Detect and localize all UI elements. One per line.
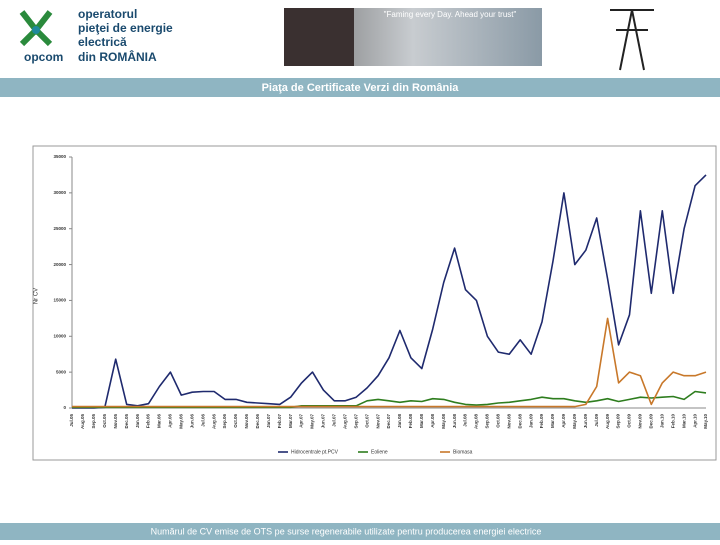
x-tick-label: Apr.08	[430, 414, 435, 428]
y-tick-label: 35000	[53, 154, 66, 159]
x-tick-label: May.10	[703, 414, 708, 429]
x-tick-label: Feb.06	[146, 414, 151, 429]
x-tick-label: Jun.08	[452, 414, 457, 429]
x-tick-label: Sep.06	[222, 414, 227, 429]
x-tick-label: Jul.05	[69, 414, 74, 427]
x-tick-label: Aug.06	[211, 414, 216, 430]
x-tick-label: Jan.09	[528, 414, 533, 429]
x-tick-label: Mar.09	[550, 414, 555, 429]
x-tick-label: Aug.05	[80, 414, 85, 430]
pylon-figure	[610, 9, 654, 71]
x-tick-label: May.07	[310, 414, 315, 429]
x-tick-label: Oct.06	[233, 414, 238, 428]
x-tick-label: May.09	[572, 414, 577, 429]
y-axis-label: Nr CV	[34, 288, 40, 304]
series-line	[72, 174, 707, 409]
x-tick-label: Jan.10	[659, 414, 664, 429]
x-tick-label: Feb.07	[277, 414, 282, 429]
y-tick-label: 10000	[53, 333, 66, 338]
x-tick-label: Oct.07	[364, 414, 369, 428]
x-tick-label: Nov.09	[638, 414, 643, 429]
banner-photo	[284, 8, 354, 66]
x-tick-label: Sep.09	[616, 414, 621, 429]
logo-dot	[32, 26, 40, 34]
x-tick-label: Mar.08	[419, 414, 424, 429]
x-tick-label: Mar.06	[157, 414, 162, 429]
x-tick-label: Jul.09	[594, 414, 599, 427]
y-tick-label: 25000	[53, 226, 66, 231]
x-tick-label: May.06	[178, 414, 183, 429]
x-tick-label: Jan.07	[266, 414, 271, 429]
x-tick-label: Feb.10	[670, 414, 675, 429]
x-tick-label: Sep.07	[353, 414, 358, 429]
x-tick-label: Dec.06	[255, 414, 260, 429]
logo-line: pieţei de energie	[78, 21, 173, 35]
x-tick-label: Oct.05	[102, 414, 107, 428]
x-tick-label: Sep.05	[91, 414, 96, 429]
logo	[19, 10, 53, 47]
y-tick-label: 30000	[53, 190, 66, 195]
x-tick-label: Nov.06	[244, 414, 249, 429]
x-tick-label: Oct.09	[627, 414, 632, 428]
logo-line: din ROMÂNIA	[78, 49, 157, 64]
plot: 0 5000 10000 15000 20000 25000 30000 35000 Jul.0…	[53, 154, 708, 455]
logo-line: operatorul	[78, 7, 137, 21]
x-tick-label: Jan.06	[135, 414, 140, 429]
x-tick-label: Dec.07	[386, 414, 391, 429]
slide-title: Piaţa de Certificate Verzi din România	[262, 82, 460, 94]
y-tick-label: 20000	[53, 262, 66, 267]
x-tick-label: Nov.08	[506, 414, 511, 429]
x-tick-label: May.08	[441, 414, 446, 429]
x-tick-label: Jun.07	[321, 414, 326, 429]
x-tick-label: Jun.09	[583, 414, 588, 429]
footer-bar	[0, 523, 720, 540]
x-tick-label: Dec.08	[517, 414, 522, 429]
x-tick-label: Apr.10	[692, 414, 697, 428]
legend-label: Hidrocentrale pt.PCV	[291, 449, 339, 455]
y-tick-label: 15000	[53, 298, 66, 303]
x-tick-label: Nov.05	[113, 414, 118, 429]
chart-frame	[32, 145, 717, 461]
legend-label: Eoliene	[371, 449, 388, 455]
x-tick-label: Aug.07	[342, 414, 347, 430]
x-tick-label: Apr.07	[299, 414, 304, 428]
x-tick-label: Apr.09	[561, 414, 566, 428]
x-tick-label: Sep.08	[485, 414, 490, 429]
x-tick-label: Mar.07	[288, 414, 293, 429]
slogan: "Faming every Day. Ahead your trust"	[384, 10, 517, 19]
x-tick-label: Dec.09	[649, 414, 654, 429]
legend-label: Biomasa	[453, 449, 473, 455]
x-tick-label: Aug.08	[474, 414, 479, 430]
x-tick-label: Apr.06	[168, 414, 173, 428]
x-tick-label: Nov.07	[375, 414, 380, 429]
x-tick-label: Jul.06	[200, 414, 205, 427]
x-tick-label: Oct.08	[495, 414, 500, 428]
logo-brand: opcom	[24, 50, 63, 64]
logo-line: electrică	[78, 35, 127, 49]
x-tick-label: Dec.05	[124, 414, 129, 429]
x-tick-label: Jul.08	[463, 414, 468, 427]
footer-caption: Numărul de CV emise de OTS pe surse rege…	[151, 526, 542, 536]
x-tick-label: Jul.07	[332, 414, 337, 427]
x-tick-label: Jan.08	[397, 414, 402, 429]
series-line	[72, 317, 707, 408]
x-tick-label: Jun.06	[189, 414, 194, 429]
title-bar	[0, 78, 720, 97]
x-tick-label: Mar.10	[681, 414, 686, 429]
y-tick-label: 0	[63, 405, 66, 410]
x-tick-label: Feb.08	[408, 414, 413, 429]
x-tick-label: Feb.09	[539, 414, 544, 429]
y-tick-label: 5000	[56, 369, 67, 374]
x-tick-label: Aug.09	[605, 414, 610, 430]
